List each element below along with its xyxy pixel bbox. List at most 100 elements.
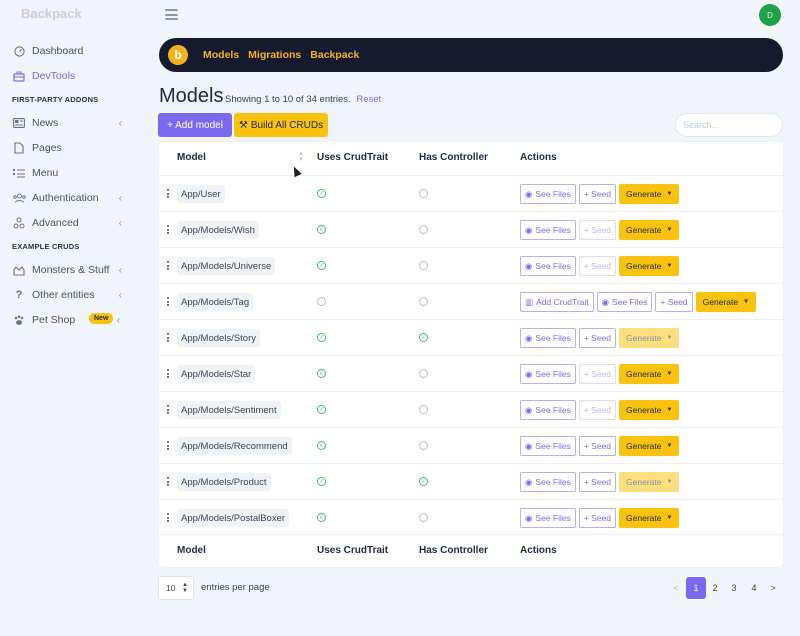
sidebar-item-other-entities[interactable]: ? Other entities ‹ [12, 286, 140, 304]
see-files-label: See Files [535, 477, 571, 487]
chevron-left-icon: ‹ [118, 289, 122, 301]
chevron-left-icon: ‹ [118, 117, 122, 129]
drag-handle-icon[interactable] [167, 405, 170, 416]
drag-handle-icon[interactable] [167, 513, 170, 524]
pagination-prev[interactable]: < [673, 583, 679, 593]
nav-link-models[interactable]: Models [203, 49, 240, 61]
generate-dropdown-button[interactable]: Generate ▼ [619, 256, 680, 276]
see-files-button[interactable]: ◉ See Files [520, 364, 576, 384]
sidebar-item-dashboard[interactable]: Dashboard [12, 42, 140, 60]
add-model-button[interactable]: + Add model [158, 113, 232, 137]
generate-label: Generate [626, 225, 662, 235]
seed-button[interactable]: + Seed [578, 472, 617, 492]
seed-label: + Seed [583, 477, 612, 487]
drag-handle-icon[interactable] [167, 477, 170, 488]
see-files-button[interactable]: ◉ See Files [520, 436, 576, 456]
see-files-label: See Files [535, 333, 571, 343]
per-page-value: 10 [166, 583, 176, 593]
seed-button[interactable]: + Seed [578, 436, 617, 456]
see-files-label: See Files [535, 441, 571, 451]
sidebar-item-news[interactable]: News ‹ [12, 114, 140, 132]
footer-header-actions: Actions [520, 545, 557, 556]
pagination-page-4[interactable]: 4 [751, 583, 757, 593]
see-files-button[interactable]: ◉ See Files [520, 328, 576, 348]
generate-dropdown-button[interactable]: Generate ▼ [619, 364, 680, 384]
generate-dropdown-button[interactable]: Generate ▼ [619, 328, 680, 348]
model-name: App/Models/Tag [177, 293, 254, 311]
seed-button[interactable]: + Seed [578, 508, 617, 528]
seed-label: + Seed [583, 441, 612, 451]
see-files-button[interactable]: ◉ See Files [596, 292, 653, 312]
avatar[interactable]: D [759, 4, 781, 26]
check-circle-icon: ✓ [317, 513, 326, 522]
seed-button[interactable]: + Seed [578, 328, 617, 348]
eye-icon: ◉ [601, 296, 610, 307]
pagination-page-1[interactable]: 1 [686, 577, 706, 599]
top-navbar: b Models Migrations Backpack [159, 38, 783, 72]
drag-handle-icon[interactable] [167, 369, 170, 380]
drag-handle-icon[interactable] [167, 333, 170, 344]
see-files-button[interactable]: ◉ See Files [520, 184, 576, 204]
seed-button[interactable]: + Seed [578, 256, 617, 276]
pagination-page-3[interactable]: 3 [731, 583, 737, 593]
search-input[interactable] [675, 113, 783, 137]
eye-icon: ◉ [525, 224, 533, 235]
sidebar-item-pet-shop[interactable]: Pet Shop New ‹ [12, 311, 140, 329]
hamburger-menu-icon[interactable] [165, 9, 178, 20]
check-circle-icon: ✓ [317, 261, 326, 270]
generate-dropdown-button[interactable]: Generate ▼ [695, 292, 757, 312]
seed-button[interactable]: + Seed [578, 400, 617, 420]
seed-button[interactable]: + Seed [578, 220, 617, 240]
drag-handle-icon[interactable] [167, 261, 170, 272]
generate-dropdown-button[interactable]: Generate ▼ [619, 436, 680, 456]
reset-link[interactable]: Reset [356, 94, 382, 105]
pagination-page-2[interactable]: 2 [712, 583, 718, 593]
per-page-select[interactable]: 10 ▲ ▼ [158, 576, 194, 600]
generate-dropdown-button[interactable]: Generate ▼ [619, 220, 680, 240]
build-all-cruds-button[interactable]: ⚒ Build All CRUDs [234, 113, 328, 137]
caret-down-icon: ▼ [666, 227, 673, 233]
drag-handle-icon[interactable] [167, 297, 170, 308]
sidebar-item-advanced[interactable]: Advanced ‹ [12, 214, 140, 232]
generate-dropdown-button[interactable]: Generate ▼ [619, 184, 680, 204]
empty-circle-icon [419, 297, 428, 306]
drag-handle-icon[interactable] [167, 225, 170, 236]
nav-link-backpack[interactable]: Backpack [310, 49, 360, 61]
sidebar-item-devtools[interactable]: DevTools [12, 67, 140, 85]
row-actions: ◉ See Files + Seed Generate ▼ [520, 220, 680, 240]
check-circle-icon: ✓ [317, 369, 326, 378]
generate-dropdown-button[interactable]: Generate ▼ [619, 472, 680, 492]
add-crudtrait-button[interactable]: ▥ Add CrudTrait [520, 292, 594, 312]
sidebar-item-monsters[interactable]: Monsters & Stuff ‹ [12, 261, 140, 279]
generate-label: Generate [626, 477, 662, 487]
add-crudtrait-label: Add CrudTrait [536, 297, 589, 307]
seed-button[interactable]: + Seed [578, 184, 617, 204]
eye-icon: ◉ [525, 332, 533, 343]
nav-link-migrations[interactable]: Migrations [248, 49, 302, 61]
check-circle-icon: ✓ [317, 333, 326, 342]
generate-dropdown-button[interactable]: Generate ▼ [619, 508, 680, 528]
brand-logo[interactable]: Backpack [21, 6, 82, 21]
eye-icon: ◉ [525, 512, 533, 523]
seed-button[interactable]: + Seed [578, 364, 617, 384]
see-files-button[interactable]: ◉ See Files [520, 256, 576, 276]
see-files-button[interactable]: ◉ See Files [520, 400, 576, 420]
column-header-model[interactable]: Model [177, 152, 206, 163]
generate-dropdown-button[interactable]: Generate ▼ [619, 400, 680, 420]
sidebar-item-label: Authentication [32, 192, 99, 204]
drag-handle-icon[interactable] [167, 189, 170, 200]
table-row: App/Models/Recommend ✓ ◉ See Files + Seed Gen… [159, 427, 783, 463]
drag-handle-icon[interactable] [167, 441, 170, 452]
sidebar-item-pages[interactable]: Pages [12, 139, 140, 157]
seed-button[interactable]: + Seed [655, 292, 693, 312]
see-files-button[interactable]: ◉ See Files [520, 508, 576, 528]
backpack-logo-icon[interactable]: b [168, 45, 188, 65]
sidebar-item-menu[interactable]: Menu [12, 164, 140, 182]
sidebar-item-authentication[interactable]: Authentication ‹ [12, 189, 140, 207]
pagination-next[interactable]: > [770, 583, 776, 593]
seed-label: + Seed [583, 189, 612, 199]
see-files-button[interactable]: ◉ See Files [520, 472, 576, 492]
table-row: App/Models/Tag ▥ Add CrudTrait ◉ See Files + … [159, 283, 783, 319]
see-files-button[interactable]: ◉ See Files [520, 220, 576, 240]
sort-icon[interactable]: ▲ ▼ [298, 151, 304, 163]
